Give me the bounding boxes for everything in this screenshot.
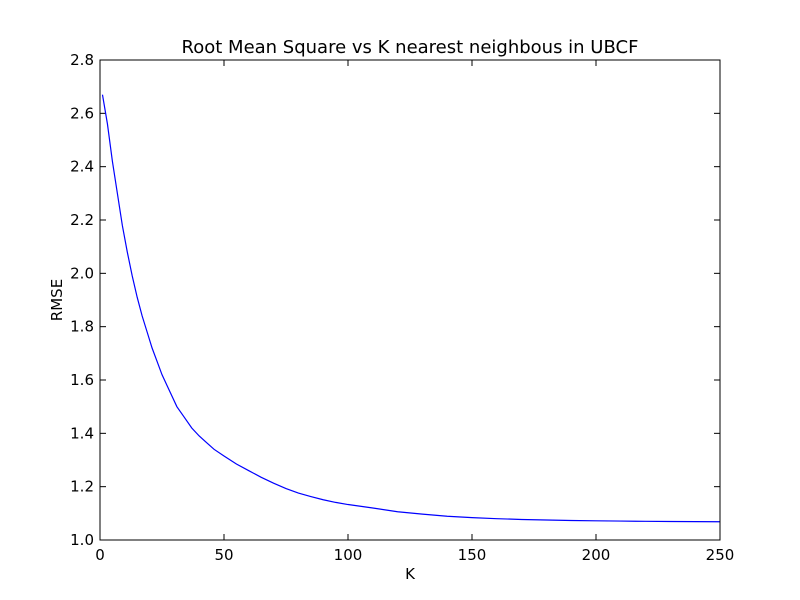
y-tick-label: 1.2 (70, 478, 94, 496)
x-tick-label: 200 (582, 546, 611, 564)
x-tick-label: 100 (334, 546, 363, 564)
axis-ticks (99, 59, 721, 541)
y-tick-label: 2.6 (70, 104, 94, 122)
chart-title: Root Mean Square vs K nearest neighbous … (182, 37, 639, 58)
x-tick-label: 50 (214, 546, 233, 564)
y-tick-label: 2.4 (70, 158, 94, 176)
x-tick-label: 150 (458, 546, 487, 564)
y-tick-label: 1.0 (70, 531, 94, 549)
series-line (101, 94, 721, 523)
y-tick-label: 2.8 (70, 51, 94, 69)
y-tick-label: 1.8 (70, 318, 94, 336)
y-axis-label: RMSE (48, 279, 66, 321)
y-tick-label: 1.6 (70, 371, 94, 389)
y-tick-label: 2.2 (70, 211, 94, 229)
x-tick-label: 0 (95, 546, 105, 564)
plot-frame (99, 59, 721, 541)
y-tick-label: 2.0 (70, 264, 94, 282)
x-axis-label: K (405, 565, 416, 583)
y-tick-label: 1.4 (70, 424, 94, 442)
x-tick-label: 250 (706, 546, 735, 564)
tick-labels: 0 50 100 150 200 250 1.0 1.2 1.4 1.6 1.8 2.0 2.2 2.4 2… (70, 51, 734, 564)
